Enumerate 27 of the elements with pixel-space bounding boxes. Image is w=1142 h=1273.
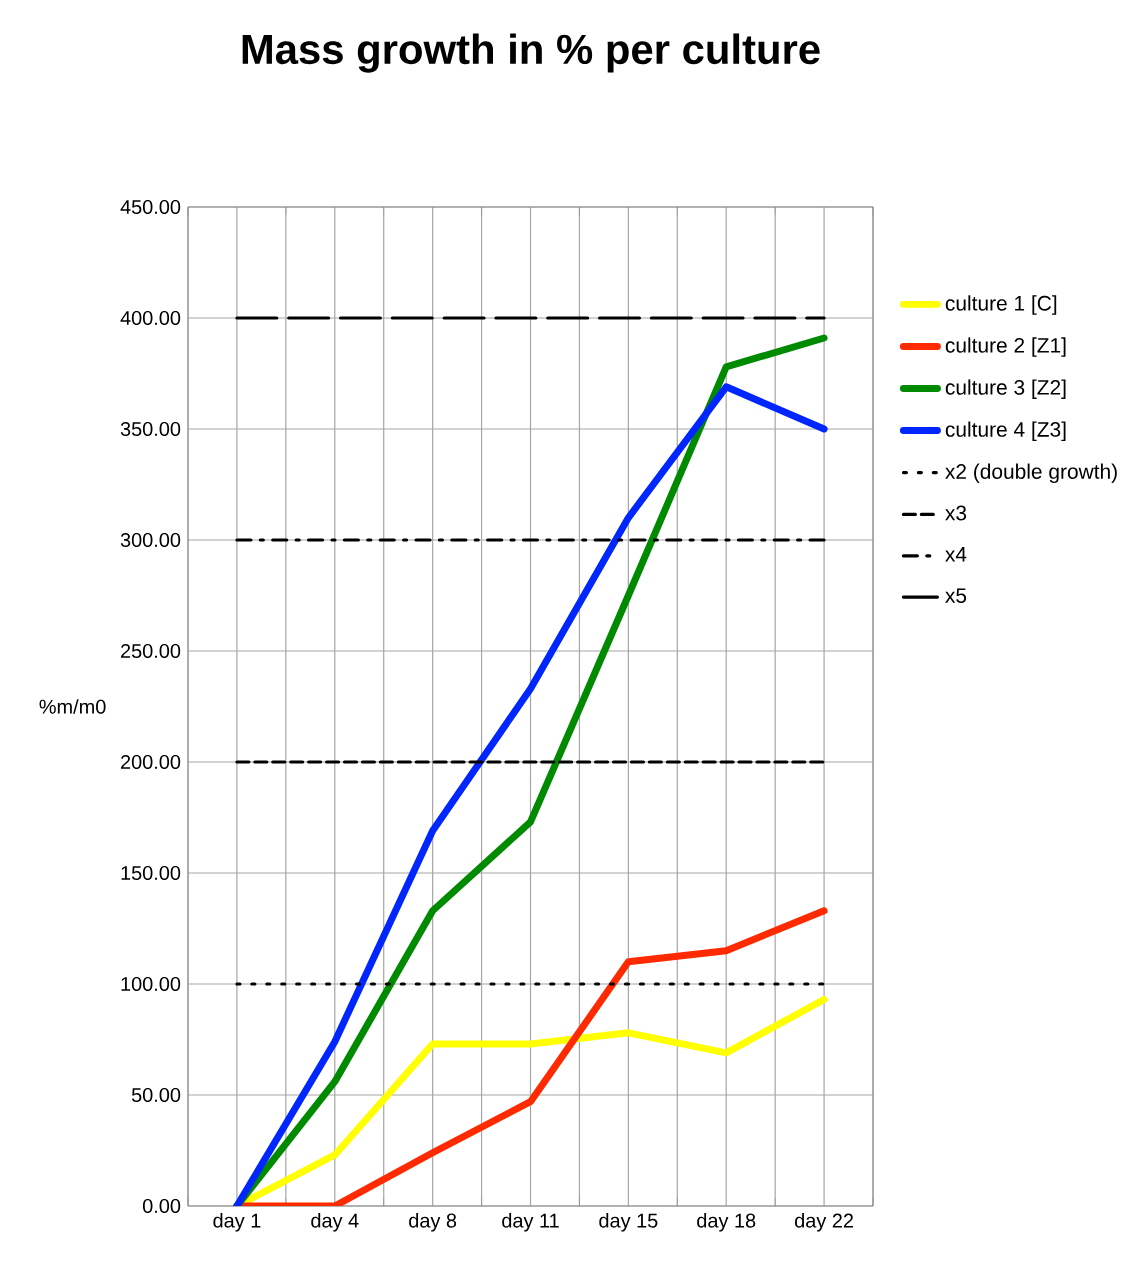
y-tick-label: 400.00: [120, 310, 181, 326]
y-tick-label: 50.00: [131, 1087, 181, 1103]
y-tick-label: 250.00: [121, 643, 181, 659]
y-tick-label: 300.00: [120, 532, 181, 548]
x-tick-label: day 11: [502, 1213, 559, 1232]
y-tick-label: 450.00: [120, 199, 181, 215]
y-tick-label: 100.00: [121, 976, 181, 992]
legend-label: x5: [945, 588, 967, 603]
chart-title: Mass growth in % per culture: [242, 33, 820, 73]
y-tick-label: 200.00: [121, 754, 181, 770]
y-tick-label: 350.00: [120, 421, 181, 437]
x-tick-label: day 4: [311, 1213, 359, 1232]
x-tick-label: day 8: [409, 1213, 457, 1232]
legend-label: culture 2 [Z1]: [945, 337, 1066, 357]
legend-label: culture 3 [Z2]: [945, 379, 1066, 399]
legend-label: culture 1 [C]: [945, 295, 1057, 315]
x-tick-label: day 15: [599, 1213, 658, 1232]
y-tick-label: 150.00: [121, 865, 181, 881]
y-tick-label: 0.00: [142, 1198, 181, 1214]
x-tick-label: day 18: [697, 1213, 756, 1232]
x-tick-label: day 22: [795, 1213, 853, 1232]
legend-label: x4: [945, 547, 967, 562]
legend-label: x3: [945, 505, 967, 521]
legend-label: x2 (double growth): [945, 463, 1117, 484]
y-axis-title: %m/m0: [39, 699, 106, 714]
x-tick-label: day 1: [213, 1213, 261, 1232]
legend-label: culture 4 [Z3]: [945, 421, 1066, 441]
